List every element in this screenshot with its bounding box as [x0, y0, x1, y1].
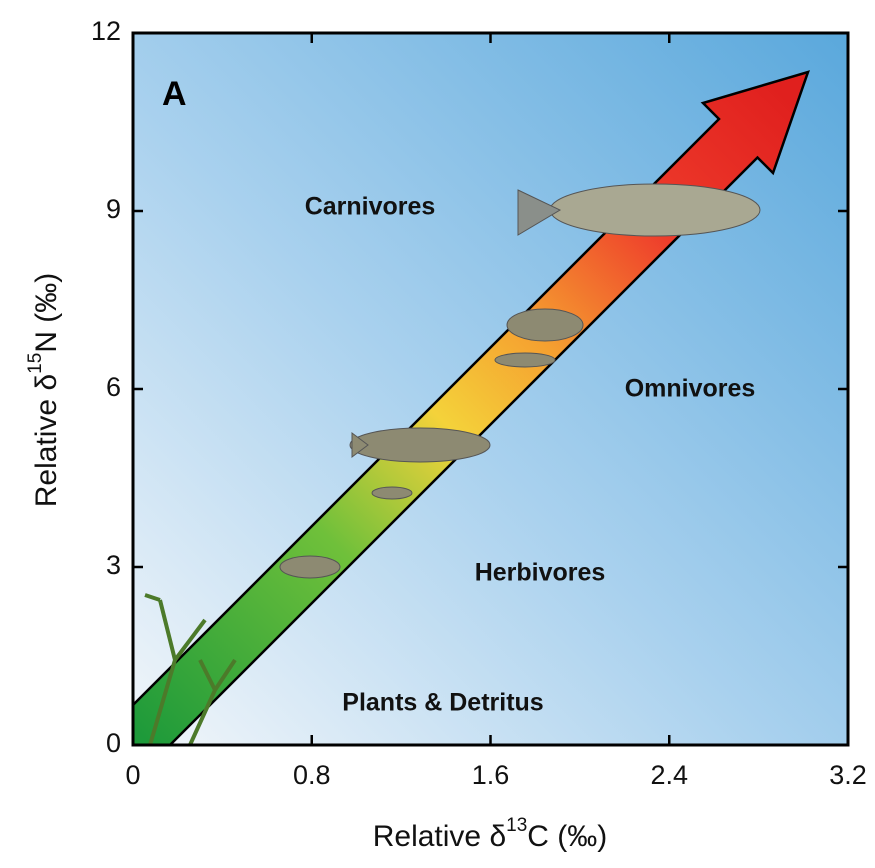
xlabel-rest: C (‰) [527, 820, 607, 853]
annotation: Omnivores [625, 375, 756, 403]
fish-icons [279, 183, 761, 579]
panel-label: A [162, 75, 187, 113]
xlabel-title: Relative δ13C (‰) [373, 815, 608, 853]
annotation: Plants & Detritus [342, 689, 543, 717]
annotation: Herbivores [475, 559, 606, 587]
ylabel-rest: N (‰) [30, 273, 63, 353]
x-tick-label: 1.6 [472, 760, 510, 790]
y-tick-label: 6 [106, 372, 121, 402]
ylabel-title: Relative δ15N (‰) [25, 273, 63, 508]
xlabel-text: Relative δ [373, 820, 506, 853]
x-tick-label: 0.8 [293, 760, 331, 790]
x-tick-label: 0 [125, 760, 140, 790]
ylabel-sup: 15 [25, 353, 46, 374]
y-tick-label: 12 [91, 16, 121, 46]
ylabel-text: Relative δ [30, 374, 63, 507]
annotation: Carnivores [305, 193, 436, 221]
xlabel-sup: 13 [506, 815, 527, 836]
x-tick-label: 2.4 [650, 760, 688, 790]
plant [144, 593, 237, 745]
y-tick-label: 9 [106, 194, 121, 224]
x-tick-label: 3.2 [829, 760, 867, 790]
y-tick-label: 0 [106, 728, 121, 758]
arrow [133, 70, 810, 745]
y-tick-label: 3 [106, 550, 121, 580]
